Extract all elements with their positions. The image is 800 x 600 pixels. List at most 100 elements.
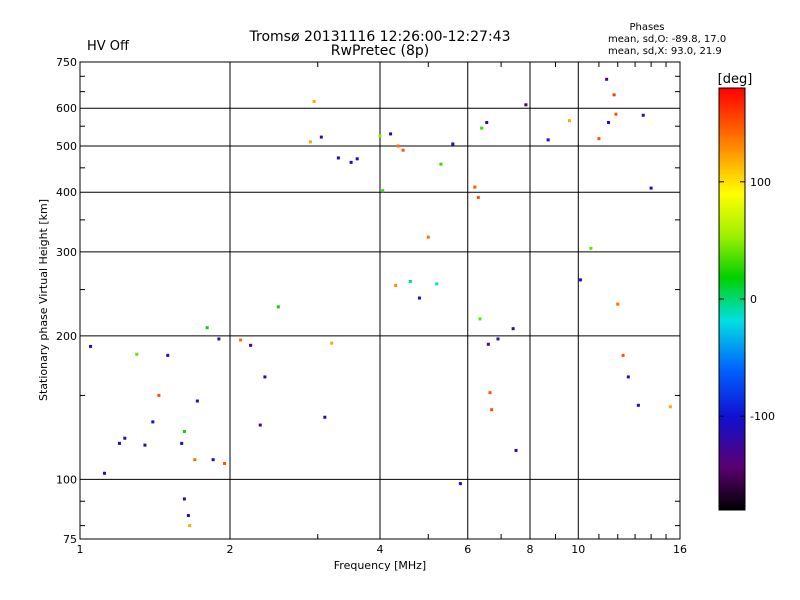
chart-title-line1: Tromsø 20131116 12:26:00-12:27:43: [249, 29, 511, 45]
data-point: [485, 121, 489, 125]
data-point: [135, 352, 139, 356]
axis-ticks: 1 2 4 6 8 10 16 75 100 200 300 400 500 600 750: [56, 56, 687, 556]
phases-x-stats: mean, sd,X: 93.0, 21.9: [608, 46, 722, 57]
data-point: [626, 375, 630, 379]
data-point: [605, 77, 609, 81]
colorbar-tick-label: -100: [750, 410, 775, 423]
data-point: [355, 157, 359, 161]
data-point: [435, 282, 439, 286]
data-point: [336, 156, 340, 160]
data-point: [511, 327, 515, 331]
data-point: [641, 113, 645, 117]
data-point: [612, 93, 616, 97]
data-point: [668, 405, 672, 409]
data-point: [473, 185, 477, 189]
data-point: [614, 112, 618, 116]
x-tick-label: 1: [77, 543, 84, 556]
data-point: [478, 317, 482, 321]
y-tick-label: 75: [63, 533, 77, 546]
data-point: [330, 341, 334, 345]
data-point: [103, 471, 107, 475]
data-point: [408, 279, 412, 283]
data-point: [524, 103, 528, 107]
data-point: [567, 119, 571, 123]
grid-lines: [80, 62, 680, 539]
data-point: [157, 393, 161, 397]
x-tick-label: 10: [571, 543, 585, 556]
data-point: [319, 135, 323, 139]
data-point: [597, 137, 601, 141]
data-point: [589, 246, 593, 250]
y-tick-label: 300: [56, 246, 77, 259]
x-tick-label: 16: [673, 543, 687, 556]
x-tick-label: 8: [527, 543, 534, 556]
data-point: [323, 415, 327, 419]
data-point: [308, 140, 312, 144]
data-point: [496, 337, 500, 341]
data-point: [312, 99, 316, 103]
data-point: [166, 353, 170, 357]
data-point: [186, 514, 190, 518]
data-point: [649, 186, 653, 190]
data-point: [117, 441, 121, 445]
data-point: [514, 448, 518, 452]
colorbar-label: [deg]: [718, 72, 753, 87]
data-point: [381, 189, 385, 193]
data-point: [578, 278, 582, 282]
data-point: [476, 195, 480, 199]
data-point: [636, 403, 640, 407]
data-point: [389, 132, 393, 136]
data-point: [223, 461, 227, 465]
data-point: [249, 343, 253, 347]
data-point: [488, 391, 492, 395]
data-point: [258, 423, 262, 427]
data-point: [151, 420, 155, 424]
data-point: [143, 443, 147, 447]
data-point: [239, 338, 243, 342]
colorbar-tick-label: 100: [750, 176, 771, 189]
data-point: [89, 344, 93, 348]
data-point: [378, 134, 382, 138]
data-point: [211, 458, 215, 462]
y-tick-label: 600: [56, 102, 77, 115]
y-tick-label: 750: [56, 56, 77, 69]
chart-title-line2: RwPretec (8p): [331, 43, 429, 59]
data-point: [607, 121, 611, 125]
data-point: [451, 142, 455, 146]
data-point: [394, 283, 398, 287]
data-point: [123, 436, 127, 440]
phases-heading: Phases: [629, 22, 664, 33]
data-point: [349, 160, 353, 164]
data-point: [480, 126, 484, 130]
data-point: [546, 138, 550, 142]
data-point: [188, 524, 192, 528]
data-point: [193, 458, 197, 462]
data-point: [396, 144, 400, 148]
y-tick-label: 500: [56, 140, 77, 153]
data-point: [490, 408, 494, 412]
hv-status-label: HV Off: [87, 39, 130, 54]
x-tick-label: 6: [464, 543, 471, 556]
x-tick-label: 4: [377, 543, 384, 556]
data-point: [401, 148, 405, 152]
data-point: [616, 302, 620, 306]
x-axis-label: Frequency [MHz]: [334, 559, 426, 572]
y-tick-label: 400: [56, 186, 77, 199]
data-point: [417, 296, 421, 300]
y-axis-label: Stationary phase Virtual Height [km]: [37, 199, 50, 401]
y-tick-label: 100: [56, 473, 77, 486]
data-point: [182, 430, 186, 434]
data-point: [458, 482, 462, 486]
data-point: [439, 162, 443, 166]
phases-o-stats: mean, sd,O: -89.8, 17.0: [608, 34, 726, 45]
data-point: [621, 353, 625, 357]
data-point: [426, 235, 430, 239]
data-point: [182, 497, 186, 501]
colorbar-tick-label: 0: [750, 293, 757, 306]
data-point: [205, 326, 209, 330]
data-point: [486, 342, 490, 346]
y-tick-label: 200: [56, 330, 77, 343]
data-point: [263, 375, 267, 379]
colorbar-ticks: -100 0 100: [719, 176, 775, 423]
